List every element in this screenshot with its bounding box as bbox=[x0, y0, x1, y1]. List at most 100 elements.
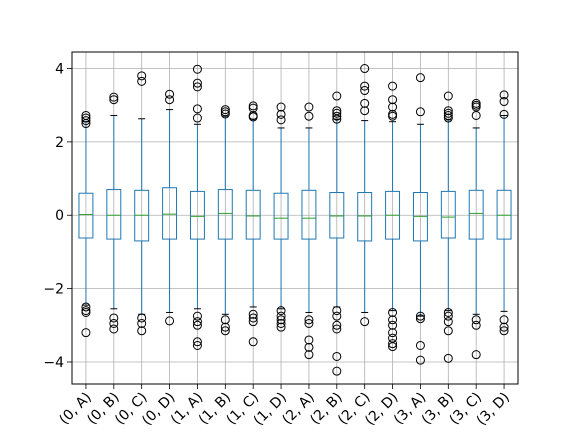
outlier-point bbox=[388, 342, 398, 352]
box-14 bbox=[468, 98, 484, 360]
outlier-point bbox=[304, 111, 314, 121]
outlier-point bbox=[332, 306, 342, 316]
outlier-point bbox=[137, 326, 147, 336]
outlier-point bbox=[192, 113, 202, 123]
outlier-point bbox=[248, 313, 258, 323]
outlier-point bbox=[443, 317, 453, 327]
outlier-point bbox=[471, 320, 481, 330]
y-tick-label: 4 bbox=[55, 62, 64, 78]
outlier-point bbox=[360, 81, 370, 91]
outlier-point bbox=[248, 103, 258, 113]
outlier-point bbox=[415, 314, 425, 324]
outlier-point bbox=[109, 324, 119, 334]
box-1 bbox=[106, 92, 122, 334]
outlier-point bbox=[248, 112, 258, 122]
box-iqr bbox=[440, 190, 456, 239]
outlier-point bbox=[192, 340, 202, 350]
outlier-point bbox=[332, 91, 342, 101]
outlier-point bbox=[388, 307, 398, 317]
box-iqr bbox=[468, 189, 484, 240]
outlier-point bbox=[276, 102, 286, 112]
outlier-point bbox=[332, 311, 342, 321]
outlier-point bbox=[443, 113, 453, 123]
outlier-point bbox=[499, 326, 509, 336]
outlier-point bbox=[165, 89, 175, 99]
outlier-point bbox=[332, 114, 342, 124]
box-9 bbox=[329, 91, 345, 376]
box-iqr bbox=[301, 189, 317, 240]
box-5 bbox=[217, 105, 233, 336]
box-0 bbox=[78, 110, 94, 338]
outlier-point bbox=[360, 98, 370, 108]
box-4 bbox=[189, 64, 205, 350]
outlier-point bbox=[471, 350, 481, 360]
outlier-point bbox=[137, 76, 147, 86]
outlier-point bbox=[443, 353, 453, 363]
outlier-point bbox=[81, 116, 91, 126]
outlier-point bbox=[192, 82, 202, 92]
outlier-point bbox=[360, 106, 370, 116]
outlier-point bbox=[388, 320, 398, 330]
outlier-point bbox=[220, 326, 230, 336]
outlier-point bbox=[415, 311, 425, 321]
outlier-point bbox=[443, 106, 453, 116]
outlier-point bbox=[360, 64, 370, 74]
box-13 bbox=[440, 91, 456, 363]
outlier-point bbox=[276, 318, 286, 328]
box-iqr bbox=[245, 189, 261, 240]
outlier-point bbox=[332, 324, 342, 334]
outlier-point bbox=[332, 111, 342, 121]
outlier-point bbox=[499, 97, 509, 107]
outlier-point bbox=[332, 320, 342, 330]
outlier-point bbox=[248, 309, 258, 319]
outlier-point bbox=[332, 108, 342, 118]
box-iqr bbox=[217, 189, 233, 240]
outlier-point bbox=[137, 313, 147, 323]
box-7 bbox=[273, 102, 289, 332]
outlier-point bbox=[220, 107, 230, 117]
outlier-point bbox=[360, 86, 370, 96]
outlier-point bbox=[499, 90, 509, 100]
outlier-point bbox=[360, 317, 370, 327]
outlier-point bbox=[192, 104, 202, 114]
box-iqr bbox=[329, 192, 345, 239]
outlier-point bbox=[276, 315, 286, 325]
outlier-point bbox=[165, 316, 175, 326]
box-8 bbox=[301, 102, 317, 360]
outlier-point bbox=[388, 102, 398, 112]
outlier-point bbox=[137, 71, 147, 81]
outlier-point bbox=[415, 107, 425, 117]
y-tick-label: 2 bbox=[55, 135, 64, 151]
box-iqr bbox=[106, 189, 122, 240]
outlier-point bbox=[192, 320, 202, 330]
outlier-point bbox=[499, 109, 509, 119]
outlier-point bbox=[415, 340, 425, 350]
outlier-point bbox=[443, 91, 453, 101]
box-6 bbox=[245, 101, 261, 347]
outlier-point bbox=[109, 92, 119, 102]
boxes-layer bbox=[78, 64, 512, 376]
outlier-point bbox=[304, 342, 314, 352]
outlier-point bbox=[165, 95, 175, 105]
outlier-point bbox=[248, 317, 258, 327]
outlier-point bbox=[443, 311, 453, 321]
outlier-point bbox=[388, 339, 398, 349]
outlier-point bbox=[248, 337, 258, 347]
outlier-point bbox=[443, 110, 453, 120]
box-iqr bbox=[357, 192, 373, 242]
y-tick-label: −2 bbox=[43, 282, 64, 298]
outlier-point bbox=[192, 64, 202, 74]
box-iqr bbox=[162, 187, 178, 240]
outlier-point bbox=[276, 322, 286, 332]
outlier-point bbox=[81, 113, 91, 123]
outlier-point bbox=[192, 311, 202, 321]
box-11 bbox=[385, 81, 401, 352]
outlier-point bbox=[109, 318, 119, 328]
outlier-point bbox=[332, 351, 342, 361]
outlier-point bbox=[443, 326, 453, 336]
outlier-point bbox=[109, 95, 119, 105]
box-10 bbox=[357, 64, 373, 327]
outlier-point bbox=[81, 302, 91, 312]
outlier-point bbox=[304, 318, 314, 328]
